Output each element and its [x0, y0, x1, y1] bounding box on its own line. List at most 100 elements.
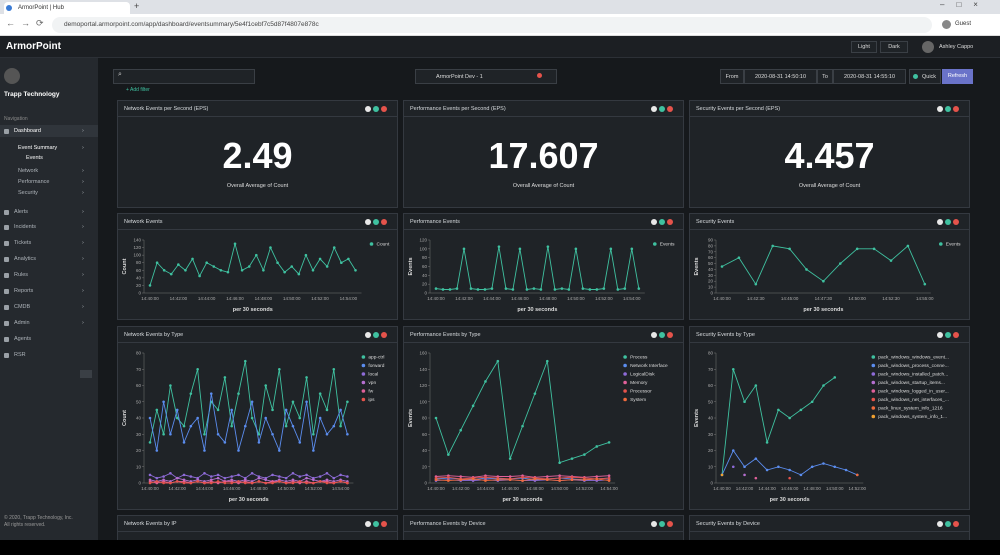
x-tick-label: 14:42:00 [168, 486, 186, 491]
widget-action[interactable] [651, 332, 657, 338]
point [219, 268, 223, 272]
nav-item[interactable]: Security [18, 190, 38, 196]
light-toggle[interactable]: Light [851, 41, 877, 53]
y-axis-label: Events [694, 409, 700, 427]
chart-widget: Performance Events by Type 0 20 40 60 80 100 12… [403, 326, 684, 510]
point [155, 408, 159, 412]
widget-header: Network Events by Type [118, 327, 397, 343]
widget-action[interactable] [937, 332, 943, 338]
quick[interactable]: Quick [909, 69, 941, 84]
refresh[interactable]: Refresh [942, 69, 973, 84]
widget-action[interactable] [659, 219, 665, 225]
nav-item[interactable]: Network [18, 168, 39, 174]
widget-action[interactable] [953, 332, 959, 338]
clear[interactable] [537, 73, 542, 78]
tab[interactable]: ArmorPoint | Hub [4, 2, 130, 14]
y-tick-label: 40 [136, 416, 142, 421]
y-tick-label: 90 [708, 238, 714, 243]
to-date[interactable]: 2020-08-31 14:55:10 [833, 69, 906, 84]
nav-item[interactable]: Performance [18, 179, 50, 185]
logo[interactable]: ArmorPoint [6, 41, 61, 52]
nav-item[interactable]: CMDB [14, 304, 31, 310]
widget-action[interactable] [667, 106, 673, 112]
nav-item[interactable]: Agents [14, 336, 32, 342]
widget-action[interactable] [373, 332, 379, 338]
widget-action[interactable] [937, 106, 943, 112]
widget-action[interactable] [659, 106, 665, 112]
widget-action[interactable] [945, 219, 951, 225]
legend-label: pack_windows_startup_items... [878, 380, 945, 386]
widget-action[interactable] [373, 106, 379, 112]
widget-action[interactable] [651, 521, 657, 527]
window-controls[interactable]: –□× [940, 0, 990, 9]
widget-action[interactable] [373, 521, 379, 527]
widget-action[interactable] [937, 521, 943, 527]
nav-item[interactable]: Dashboard [14, 128, 41, 134]
collapse[interactable] [80, 370, 92, 378]
nav-icon [4, 241, 9, 246]
widget-action[interactable] [667, 332, 673, 338]
widget-action[interactable] [953, 106, 959, 112]
x-tick-label: 14:40:00 [713, 296, 731, 301]
user-name[interactable]: Ashley Cappo [939, 44, 974, 50]
widget-action[interactable] [659, 521, 665, 527]
widget-action[interactable] [945, 332, 951, 338]
widget-action[interactable] [381, 521, 387, 527]
nav-buttons[interactable]: ←→⟳ [6, 18, 50, 28]
nav-item[interactable]: Event Summary [18, 145, 58, 151]
widget-action[interactable] [667, 521, 673, 527]
widget-action[interactable] [381, 219, 387, 225]
widget-action[interactable] [659, 332, 665, 338]
widget-header: Network Events per Second (EPS) [118, 101, 397, 117]
widget-action[interactable] [651, 106, 657, 112]
nav-item[interactable]: RSR [14, 352, 26, 358]
nav-item[interactable]: Admin [14, 320, 30, 326]
widget-action[interactable] [365, 219, 371, 225]
dark-toggle[interactable]: Dark [880, 41, 908, 53]
profile[interactable]: Guest [955, 21, 972, 27]
stat-caption: Overall Average of Count [512, 183, 575, 189]
widget-action[interactable] [365, 521, 371, 527]
nav-item[interactable]: Events [26, 155, 43, 161]
widget-action[interactable] [953, 521, 959, 527]
widget-action[interactable] [945, 106, 951, 112]
widget-action[interactable] [373, 219, 379, 225]
y-tick-label: 80 [136, 351, 142, 356]
stat-value: 2.49 [222, 135, 293, 176]
widget-action[interactable] [937, 219, 943, 225]
legend-swatch [871, 372, 876, 376]
chevron: › [82, 304, 84, 310]
widget-action[interactable] [365, 106, 371, 112]
point [305, 481, 308, 485]
legend-label: vpn [368, 381, 376, 386]
new-tab[interactable]: + [134, 1, 140, 11]
add-filter[interactable]: + Add filter [126, 87, 150, 93]
point [243, 424, 247, 428]
nav-item[interactable]: Reports [14, 288, 34, 294]
point [570, 478, 574, 482]
widget-action[interactable] [651, 219, 657, 225]
widget-action[interactable] [381, 332, 387, 338]
from-date[interactable]: 2020-08-31 14:50:10 [744, 69, 817, 84]
tenant-select[interactable]: ArmorPoint Dev - 1 [415, 69, 557, 84]
widget-action[interactable] [953, 219, 959, 225]
nav-item[interactable]: Analytics [14, 256, 37, 262]
nav-item[interactable]: Rules [14, 272, 29, 278]
footer-1: © 2020, Trapp Technology, Inc. [4, 515, 73, 521]
widget-action[interactable] [365, 332, 371, 338]
url[interactable]: demoportal.armorpoint.com/app/dashboard/… [52, 17, 932, 33]
point [844, 468, 848, 472]
tab-bar [0, 0, 1000, 14]
point [595, 445, 599, 448]
widget-action[interactable] [667, 219, 673, 225]
legend-swatch [871, 389, 876, 393]
point [508, 478, 512, 482]
widget-action[interactable] [381, 106, 387, 112]
point [545, 475, 549, 478]
nav-item[interactable]: Tickets [14, 240, 32, 246]
nav-item[interactable]: Incidents [14, 224, 37, 230]
nav-item[interactable]: Alerts [14, 209, 29, 215]
chart-widget: Network Events by Type 0 10 20 30 40 50 60 70 80 1… [117, 326, 398, 510]
widget-action[interactable] [945, 521, 951, 527]
search[interactable] [113, 69, 255, 84]
